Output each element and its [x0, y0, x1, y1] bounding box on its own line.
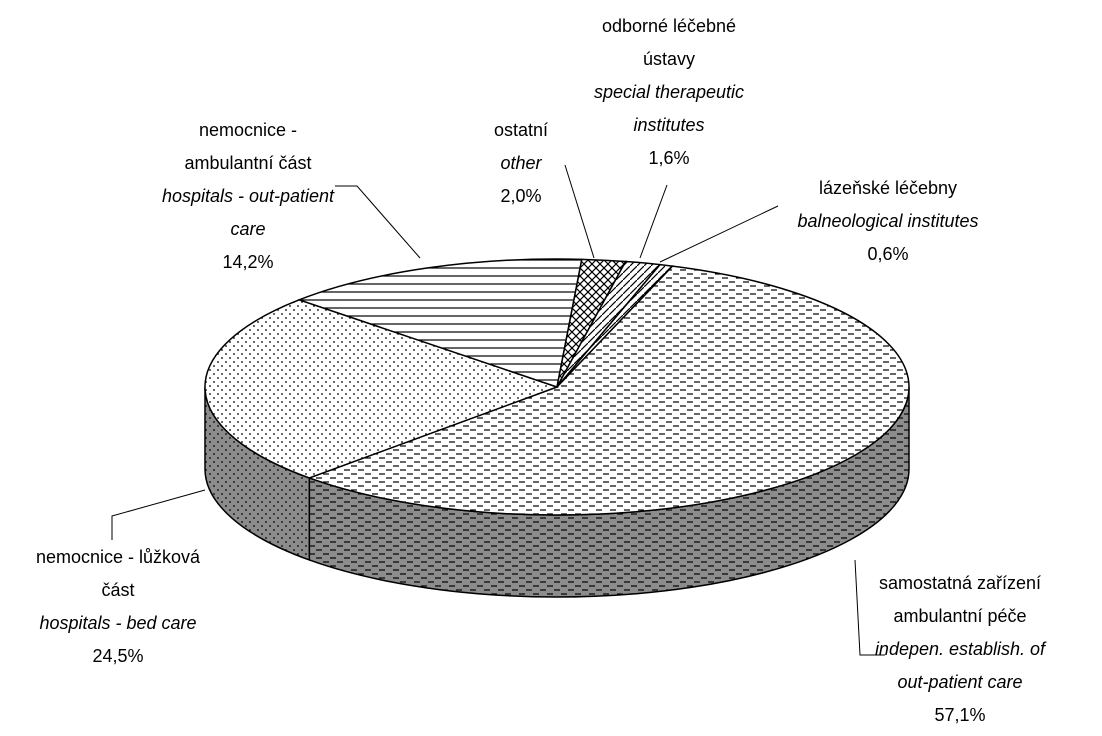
label-cs: ostatní: [493, 120, 549, 140]
leader-line: [335, 185, 421, 259]
pie-slice: [307, 265, 910, 516]
pie-slice: [204, 299, 560, 479]
slice-label: lázeňské léčebny balneological institutes…: [738, 172, 1038, 271]
label-cs: samostatná zařízení ambulantní péče: [878, 573, 1042, 626]
slice-label: ostatní other 2,0%: [461, 114, 581, 213]
label-cs: nemocnice - ambulantní část: [184, 120, 312, 173]
pie-slice: [297, 258, 583, 388]
label-en: hospitals - out-patient care: [161, 186, 335, 239]
leader-line: [659, 205, 779, 263]
leader-line: [639, 184, 668, 259]
value-label: 0,6%: [867, 244, 909, 264]
leader-line: [854, 559, 885, 656]
value-label: 14,2%: [222, 252, 274, 272]
label-cs: nemocnice - lůžková část: [35, 547, 201, 600]
label-en: other: [500, 153, 542, 173]
value-label: 2,0%: [500, 186, 542, 206]
slice-label: nemocnice - ambulantní část hospitals - o…: [153, 114, 343, 279]
label-cs: lázeňské léčebny: [818, 178, 958, 198]
value-label: 24,5%: [92, 646, 144, 666]
pie-slice: [556, 260, 662, 388]
value-label: 57,1%: [934, 705, 986, 725]
label-en: hospitals - bed care: [39, 613, 197, 633]
leader-line: [111, 489, 206, 540]
label-en: special therapeutic institutes: [593, 82, 745, 135]
label-en: balneological institutes: [797, 211, 979, 231]
slice-label: odborné léčebné ústavy special therapeuti…: [582, 10, 757, 175]
leader-line: [564, 164, 595, 259]
slice-label: samostatná zařízení ambulantní péče indep…: [860, 567, 1060, 732]
label-cs: odborné léčebné ústavy: [601, 16, 737, 69]
label-en: indepen. establish. of out-patient care: [874, 639, 1046, 692]
slice-label: nemocnice - lůžková část hospitals - bed …: [18, 541, 218, 673]
value-label: 1,6%: [648, 148, 690, 168]
